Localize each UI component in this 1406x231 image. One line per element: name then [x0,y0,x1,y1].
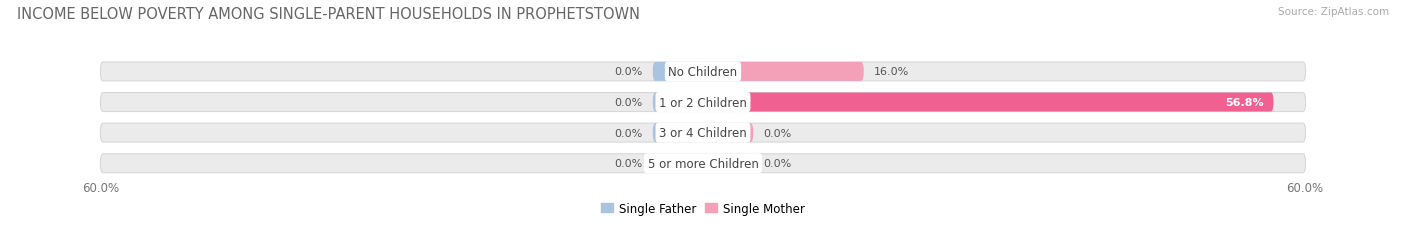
Text: Source: ZipAtlas.com: Source: ZipAtlas.com [1278,7,1389,17]
FancyBboxPatch shape [652,63,703,82]
Text: INCOME BELOW POVERTY AMONG SINGLE-PARENT HOUSEHOLDS IN PROPHETSTOWN: INCOME BELOW POVERTY AMONG SINGLE-PARENT… [17,7,640,22]
Text: No Children: No Children [668,66,738,79]
Text: 0.0%: 0.0% [614,67,643,77]
FancyBboxPatch shape [652,93,703,112]
FancyBboxPatch shape [100,154,1306,173]
FancyBboxPatch shape [100,63,1306,82]
FancyBboxPatch shape [652,124,703,143]
Text: 16.0%: 16.0% [873,67,908,77]
FancyBboxPatch shape [652,154,703,173]
Text: 0.0%: 0.0% [614,97,643,108]
Text: 0.0%: 0.0% [614,128,643,138]
Text: 0.0%: 0.0% [763,158,792,168]
Text: 3 or 4 Children: 3 or 4 Children [659,127,747,140]
Text: 0.0%: 0.0% [763,128,792,138]
FancyBboxPatch shape [703,154,754,173]
Text: 0.0%: 0.0% [614,158,643,168]
Text: 60.0%: 60.0% [1286,181,1323,194]
FancyBboxPatch shape [100,124,1306,143]
Text: 60.0%: 60.0% [83,181,120,194]
Legend: Single Father, Single Mother: Single Father, Single Mother [600,202,806,215]
Text: 1 or 2 Children: 1 or 2 Children [659,96,747,109]
FancyBboxPatch shape [100,93,1306,112]
Text: 5 or more Children: 5 or more Children [648,157,758,170]
FancyBboxPatch shape [703,124,754,143]
Text: 56.8%: 56.8% [1225,97,1264,108]
FancyBboxPatch shape [703,93,1274,112]
FancyBboxPatch shape [703,63,863,82]
